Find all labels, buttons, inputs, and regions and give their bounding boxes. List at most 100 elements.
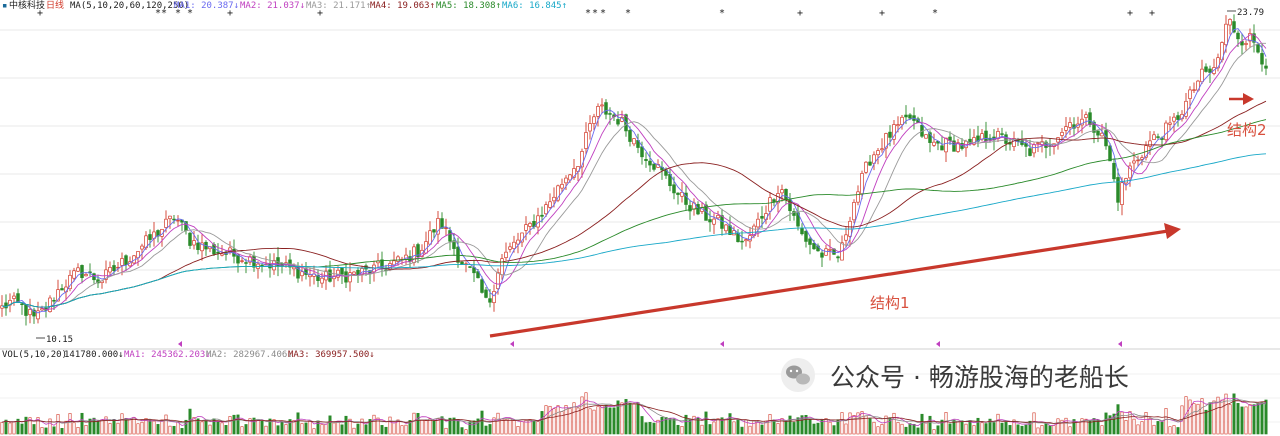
volume-bar [332, 422, 336, 435]
volume-bar [768, 414, 772, 435]
volume-bar [308, 420, 312, 435]
ma5-line [1, 119, 1267, 308]
volume-bar [620, 402, 624, 435]
candle-body [1064, 126, 1068, 131]
candle-body [1208, 68, 1212, 73]
candle-body [456, 246, 460, 263]
candle-body [72, 270, 76, 279]
volume-bar [348, 418, 352, 435]
candle-body [684, 192, 688, 205]
volume-bar [804, 414, 808, 435]
volume-bar [668, 417, 672, 435]
candle-body [396, 256, 400, 262]
candle-body [632, 138, 636, 145]
candle-body [760, 216, 764, 219]
candle-body [496, 272, 500, 290]
candle-body [776, 193, 780, 204]
volume-bar [728, 413, 732, 435]
candle-body [1080, 118, 1084, 126]
volume-bar [140, 421, 144, 435]
volume-bar [548, 405, 552, 435]
volume-bar [1108, 415, 1112, 435]
vol-ma3-line [1, 400, 1267, 424]
volume-bar [588, 408, 592, 435]
volume-bar [672, 418, 676, 435]
volume-bar [1148, 418, 1152, 435]
candle-body [1004, 134, 1008, 144]
candle-body [900, 116, 904, 125]
candle-body [592, 116, 596, 124]
structure1-label: 结构1 [870, 294, 910, 312]
volume-bar [0, 422, 4, 435]
candle-body [68, 274, 72, 290]
candle-body [440, 218, 444, 229]
candle-body [84, 274, 88, 277]
volume-bar [60, 428, 64, 435]
candle-body [688, 205, 692, 212]
volume-bar [68, 413, 72, 435]
candle-body [352, 271, 356, 275]
candle-body [616, 119, 620, 125]
candle-body [516, 239, 520, 245]
candle-body [36, 310, 40, 320]
volume-bar [520, 421, 524, 435]
candle-body [436, 218, 440, 235]
structure1-arrowhead [1164, 223, 1181, 239]
volume-bar [968, 420, 972, 435]
candle-body [500, 258, 504, 276]
candle-body [824, 248, 828, 256]
volume-bar [596, 406, 600, 435]
volume-bar [1204, 409, 1208, 435]
volume-bar [524, 420, 528, 435]
candle-body [1204, 66, 1208, 72]
candle-body [864, 161, 868, 173]
volume-bar [480, 410, 484, 435]
candle-body [32, 309, 36, 317]
volume-bar [940, 419, 944, 435]
volume-bar [256, 420, 260, 435]
ma-settings-label: MA(5,10,20,60,120,250) [70, 1, 189, 11]
volume-bar [236, 414, 240, 435]
volume-bar [40, 427, 44, 435]
volume-bar [692, 415, 696, 435]
candle-body [608, 113, 612, 115]
star-marker: * [592, 8, 598, 19]
volume-bar [492, 417, 496, 435]
volume-bar [1048, 425, 1052, 435]
candle-body [452, 240, 456, 249]
candle-body [716, 214, 720, 219]
volume-bar [288, 419, 292, 435]
candle-body [476, 271, 480, 279]
volume-bar [176, 421, 180, 435]
star-marker: * [585, 8, 591, 19]
volume-bar [600, 405, 604, 435]
candle-body [1148, 140, 1152, 147]
signal-markers: + + + + + + +* * * * * * * * * * [37, 8, 1155, 347]
star-marker: * [719, 8, 725, 19]
watermark-text: 公众号 · 畅游股海的老船长 [830, 363, 1129, 392]
candle-body [176, 219, 180, 222]
candle-body [1260, 53, 1264, 65]
candle-body [972, 137, 976, 145]
volume-bar [12, 421, 16, 435]
volume-bar [116, 422, 120, 435]
volume-bar [932, 429, 936, 435]
volume-bar [1056, 418, 1060, 435]
volume-bar [1068, 426, 1072, 435]
volume-bar [1112, 413, 1116, 435]
volume-bar [1192, 403, 1196, 435]
volume-bar [628, 402, 632, 435]
volume-bar [988, 418, 992, 435]
candle-body [636, 140, 640, 148]
candle-body [640, 146, 644, 158]
volume-bar [856, 412, 860, 435]
volume-bar [632, 403, 636, 435]
volume-bar [404, 424, 408, 435]
candle-body [0, 305, 4, 309]
candle-body [652, 163, 656, 170]
candle-body [1032, 144, 1036, 154]
volume-bar [376, 417, 380, 435]
volume-bar [196, 418, 200, 435]
volume-bar [280, 421, 284, 435]
